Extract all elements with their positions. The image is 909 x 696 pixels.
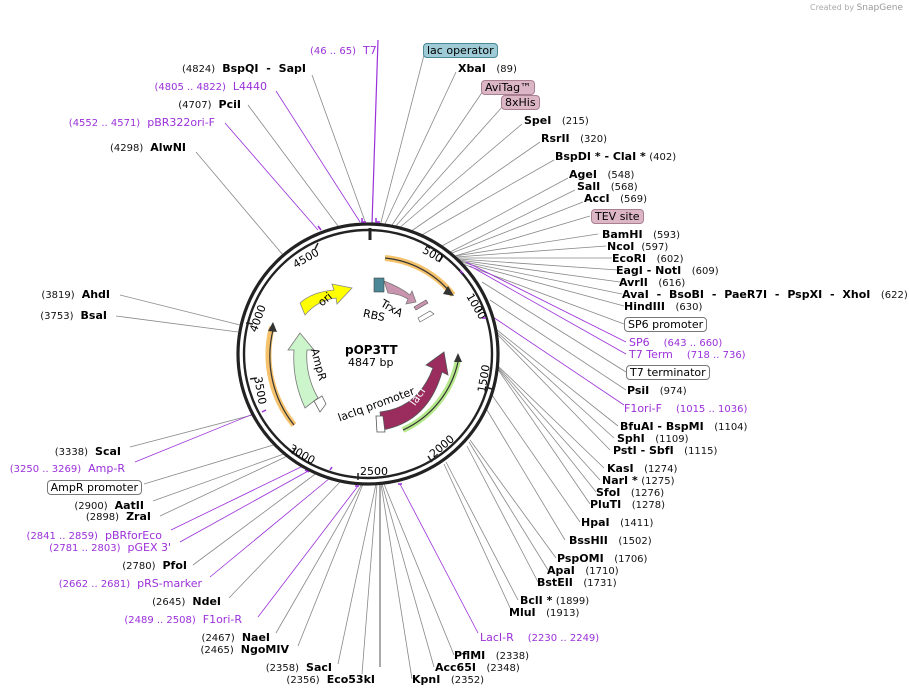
enzyme-alwni[interactable]: (4298) AlwNI [109, 141, 186, 154]
sp6-promoter-block [417, 310, 435, 323]
enzyme-bamhi[interactable]: BamHI (593) [602, 228, 680, 241]
enzyme-psii[interactable]: PsiI (974) [627, 384, 687, 397]
enzyme-psti-sbfi[interactable]: PstI - SbfI (1115) [613, 444, 718, 457]
enzyme-acc65i[interactable]: Acc65I (2348) [435, 661, 520, 674]
enzyme-sali[interactable]: SalI (568) [577, 180, 638, 193]
feature-lac-operator[interactable]: lac operator [423, 43, 498, 58]
enzyme-pfoi[interactable]: (2780) PfoI [122, 559, 187, 572]
enzyme-bsteii[interactable]: BstEII (1731) [537, 576, 617, 589]
feature-8xhis[interactable]: 8xHis [501, 95, 540, 110]
primer-t7-term[interactable]: T7 Term (718 .. 736) [629, 348, 746, 361]
enzyme-ecori[interactable]: EcoRI (602) [612, 252, 684, 265]
ampr-arrow [287, 332, 319, 409]
enzyme-ahdi[interactable]: (3819) AhdI [41, 288, 110, 301]
enzyme-bspqi-sapi[interactable]: (4824) BspQI - SapI [181, 62, 306, 75]
enzyme-bsshii[interactable]: BssHII (1502) [569, 534, 652, 547]
primer-marks [261, 218, 486, 487]
enzyme-acci[interactable]: AccI (569) [584, 192, 648, 205]
enzyme-zrai[interactable]: (2898) ZraI [85, 510, 151, 523]
enzyme-pcii[interactable]: (4707) PciI [178, 98, 241, 111]
plasmid-name: pOP3TT [345, 343, 398, 357]
enzyme-bcli[interactable]: BclI * (1899) [520, 594, 590, 607]
primer-f1ori-f[interactable]: F1ori-F (1015 .. 1036) [624, 402, 748, 415]
enzyme-aatii[interactable]: (2900) AatII [74, 499, 144, 512]
enzyme-kasi[interactable]: KasI (1274) [607, 462, 678, 475]
enzyme-bsai[interactable]: (3753) BsaI [40, 309, 107, 322]
ori-arrow [299, 283, 353, 316]
enzyme-saci[interactable]: (2358) SacI [265, 661, 332, 674]
enzyme-agei[interactable]: AgeI (548) [569, 168, 635, 181]
primer-t7[interactable]: (46 .. 65) T7 [310, 44, 377, 57]
backbone-outer [236, 222, 500, 486]
enzyme-kpni[interactable]: KpnI (2352) [412, 673, 485, 686]
orange-arc-left-arrowhead [268, 322, 277, 332]
enzyme-pluti[interactable]: PluTI (1278) [590, 498, 666, 511]
snapgene-logo-text: SnapGene [856, 3, 903, 13]
enzyme-bspdi-clai[interactable]: BspDI * - ClaI * (402) [555, 150, 677, 163]
tick-2500: 2500 [360, 465, 388, 478]
primer-sp6[interactable]: SP6 (643 .. 660) [629, 336, 723, 349]
orange-arc-top-arrowhead [443, 286, 454, 296]
laci-arrow [379, 351, 449, 431]
green-arc-line [402, 361, 459, 431]
tag-block [413, 299, 429, 311]
tick-marks [245, 242, 493, 480]
backbone-inner [242, 228, 494, 480]
enzyme-naei[interactable]: (2467) NaeI [201, 631, 270, 644]
enzyme-sphi[interactable]: SphI (1109) [617, 432, 689, 445]
primer-laci-r[interactable]: LacI-R (2230 .. 2249) [480, 631, 600, 644]
primer-pbrforeco[interactable]: (2841 .. 2859) pBRforEco [26, 529, 162, 542]
feature-t7-terminator[interactable]: T7 terminator [626, 365, 710, 380]
enzyme-pspomi[interactable]: PspOMI (1706) [557, 552, 648, 565]
lac-operator-block [373, 277, 385, 293]
enzyme-ncoi[interactable]: NcoI (597) [607, 240, 669, 253]
created-by-text: Created by [810, 3, 855, 12]
primer-pbr322ori-f[interactable]: (4552 .. 4571) pBR322ori-F [68, 116, 215, 129]
laciq-promoter-arrow [375, 415, 386, 433]
primer-amp-r[interactable]: (3250 .. 3269) Amp-R [9, 462, 125, 475]
trxa-arrow [383, 280, 417, 305]
enzyme-ngomiv[interactable]: (2465) NgoMIV [200, 643, 289, 656]
primer-prs-marker[interactable]: (2662 .. 2681) pRS-marker [58, 577, 202, 590]
leader-lines-left [115, 74, 378, 675]
green-arc-arrowhead [454, 353, 462, 362]
feature-sp6-promoter[interactable]: SP6 promoter [624, 317, 708, 332]
enzyme-nari[interactable]: NarI * (1275) [602, 474, 675, 487]
enzyme-bfuai-bspmi[interactable]: BfuAI - BspMI (1104) [620, 420, 748, 433]
primer-f1ori-r[interactable]: (2489 .. 2508) F1ori-R [124, 613, 242, 626]
enzyme-rsrii[interactable]: RsrII (320) [541, 132, 608, 145]
enzyme-avrii[interactable]: AvrII (616) [619, 276, 686, 289]
feature-ampr-promoter[interactable]: AmpR promoter [46, 480, 142, 495]
snapgene-branding: Created by SnapGene [810, 3, 903, 13]
enzyme-ndei[interactable]: (2645) NdeI [152, 595, 221, 608]
orange-arc-left-line [269, 329, 295, 426]
plasmid-size: 4847 bp [348, 356, 394, 369]
enzyme-mlui[interactable]: MluI (1913) [509, 606, 580, 619]
enzyme-spei[interactable]: SpeI (215) [524, 114, 589, 127]
feature-tev-site[interactable]: TEV site [591, 209, 644, 224]
primer-pgex-3[interactable]: (2781 .. 2803) pGEX 3' [49, 541, 171, 554]
enzyme-apai[interactable]: ApaI (1710) [547, 564, 619, 577]
leader-lines-right [371, 39, 627, 680]
enzyme-xbai[interactable]: XbaI (89) [458, 62, 517, 75]
orange-arc-top-line [384, 257, 451, 293]
enzyme-scai[interactable]: (3338) ScaI [54, 445, 121, 458]
enzyme-eco53ki[interactable]: (2356) Eco53kI [286, 673, 375, 686]
enzyme-pflmi[interactable]: PflMI (2338) [454, 649, 530, 662]
enzyme-sfoi[interactable]: SfoI (1276) [596, 486, 665, 499]
enzyme-hindiii[interactable]: HindIII (630) [624, 300, 703, 313]
ampr-promoter-arrow [313, 395, 327, 413]
enzyme-avai-xhoi[interactable]: AvaI - BsoBI - PaeR7I - PspXI - XhoI (62… [622, 288, 908, 301]
enzyme-eagi-noti[interactable]: EagI - NotI (609) [616, 264, 719, 277]
enzyme-hpai[interactable]: HpaI (1411) [581, 516, 654, 529]
feature-avitag[interactable]: AviTag™ [481, 80, 536, 95]
primer-l4440[interactable]: (4805 .. 4822) L4440 [154, 80, 267, 93]
